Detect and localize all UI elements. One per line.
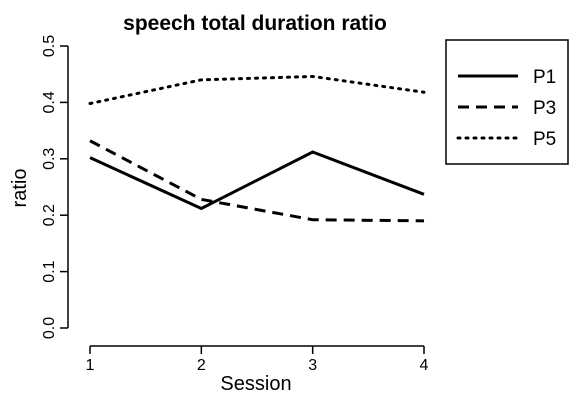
y-tick-label: 0.3	[41, 148, 58, 170]
y-tick-label: 0.2	[41, 204, 58, 226]
y-axis-label: ratio	[9, 169, 31, 208]
axes: 1 2 3 4 0.0 0.1 0.2 0.3 0.4 0.5	[41, 35, 429, 374]
x-axis-label: Session	[220, 373, 291, 395]
legend-label-p5: P5	[533, 129, 556, 150]
y-tick-label: 0.1	[41, 260, 58, 282]
y-tick-label: 0.0	[41, 317, 58, 339]
series-line-p3	[89, 139, 425, 223]
legend-label-p1: P1	[533, 67, 556, 88]
x-tick-label: 3	[308, 357, 317, 374]
x-tick-label: 1	[86, 357, 95, 374]
legend-label-p3: P3	[533, 98, 556, 119]
y-tick-label: 0.5	[41, 35, 58, 57]
legend: P1 P3 P5	[445, 39, 569, 165]
series-lines	[88, 74, 426, 223]
x-tick-label: 2	[197, 357, 206, 374]
series-line-p1	[89, 150, 425, 211]
y-tick-label: 0.4	[41, 91, 58, 113]
series-line-p5	[88, 74, 426, 106]
chart-title: speech total duration ratio	[123, 12, 387, 35]
legend-box	[445, 39, 569, 165]
x-tick-label: 4	[420, 357, 429, 374]
